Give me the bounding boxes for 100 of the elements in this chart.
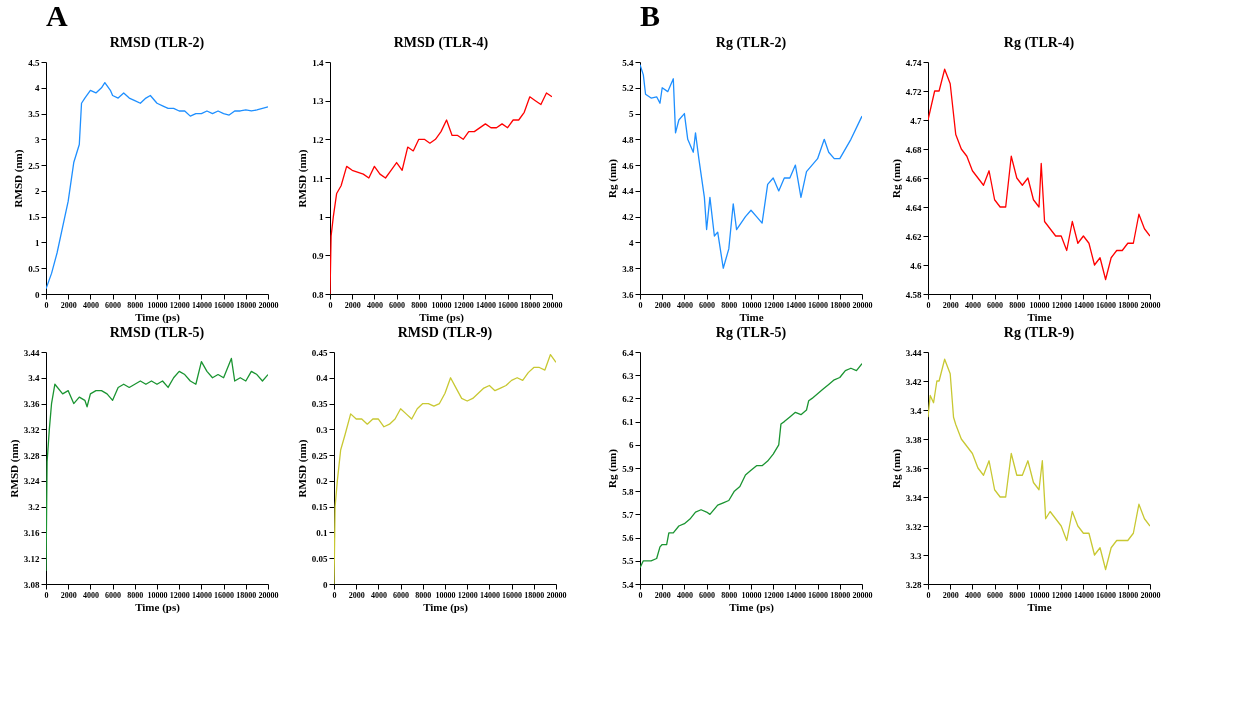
y-tick-label: 5	[629, 109, 634, 120]
x-tick-label: 12000	[169, 300, 190, 310]
x-axis-title: Time (ps)	[135, 600, 181, 614]
y-tick-label: 3.44	[23, 347, 40, 358]
y-tick-label: 6.4	[622, 347, 634, 358]
x-tick-label: 14000	[1073, 300, 1094, 310]
x-tick-label: 20000	[852, 300, 873, 310]
x-axis-title: Time	[739, 310, 764, 323]
x-tick-label: 20000	[258, 300, 279, 310]
y-tick-label: 3.28	[23, 450, 40, 461]
y-axis-title: Rg (nm)	[606, 448, 620, 488]
y-tick-label: 0.5	[28, 263, 40, 274]
x-tick-label: 16000	[1096, 590, 1117, 600]
x-tick-label: 8000	[127, 590, 144, 600]
y-tick-label: 5.4	[622, 579, 634, 590]
x-tick-label: 4000	[366, 300, 383, 310]
x-tick-label: 20000	[852, 590, 873, 600]
y-tick-label: 1	[35, 237, 40, 248]
y-tick-label: 4.62	[905, 231, 922, 242]
x-axis-title: Time (ps)	[423, 600, 469, 614]
y-tick-label: 1.5	[28, 212, 40, 223]
y-tick-label: 5.6	[622, 533, 634, 544]
x-tick-label: 2000	[60, 300, 77, 310]
x-tick-label: 18000	[236, 590, 257, 600]
line-series	[640, 63, 862, 269]
x-tick-label: 12000	[457, 590, 478, 600]
chart-title: RMSD (TLR-4)	[393, 35, 489, 51]
x-tick-label: 0	[44, 300, 49, 310]
y-tick-label: 3.42	[905, 376, 922, 387]
x-tick-label: 8000	[721, 590, 738, 600]
x-tick-label: 12000	[1051, 300, 1072, 310]
y-tick-label: 3.4	[28, 373, 40, 384]
y-tick-label: 2	[35, 186, 40, 197]
chart-title: Rg (TLR-2)	[715, 35, 787, 51]
chart-title: Rg (TLR-4)	[1003, 35, 1075, 51]
x-tick-label: 0	[332, 590, 337, 600]
x-axis-title: Time (ps)	[729, 600, 775, 614]
y-tick-label: 4	[35, 83, 40, 94]
chart-title: Rg (TLR-5)	[715, 325, 787, 341]
y-tick-label: 3.2	[28, 502, 40, 513]
y-tick-label: 4.8	[622, 134, 634, 145]
x-tick-label: 2000	[60, 590, 77, 600]
y-tick-label: 1.1	[312, 173, 324, 184]
y-tick-label: 5.5	[622, 556, 634, 567]
line-series	[46, 357, 268, 572]
y-tick-label: 5.7	[622, 509, 634, 520]
x-tick-label: 18000	[830, 590, 851, 600]
y-tick-label: 5.9	[622, 463, 634, 474]
line-series	[928, 68, 1150, 281]
x-tick-label: 12000	[169, 590, 190, 600]
y-axis-title: Rg (nm)	[889, 448, 903, 488]
x-tick-label: 18000	[520, 300, 541, 310]
y-tick-label: 1.3	[312, 96, 324, 107]
x-tick-label: 8000	[1009, 300, 1026, 310]
y-tick-label: 6.3	[622, 370, 634, 381]
x-tick-label: 8000	[415, 590, 432, 600]
y-tick-label: 3.36	[23, 399, 40, 410]
x-tick-label: 14000	[479, 590, 500, 600]
y-tick-label: 0.4	[316, 373, 328, 384]
y-tick-label: 0.2	[316, 476, 328, 487]
x-tick-label: 2000	[344, 300, 361, 310]
x-tick-label: 4000	[82, 300, 99, 310]
x-tick-label: 4000	[676, 300, 693, 310]
line-series	[46, 81, 268, 290]
x-tick-label: 0	[926, 300, 931, 310]
x-tick-label: 2000	[348, 590, 365, 600]
y-tick-label: 5.8	[622, 486, 634, 497]
y-tick-label: 4.2	[622, 212, 634, 223]
y-tick-label: 5.2	[622, 83, 634, 94]
y-tick-label: 4.64	[905, 202, 922, 213]
y-tick-label: 3	[35, 134, 40, 145]
y-tick-label: 0.25	[311, 450, 328, 461]
x-tick-label: 10000	[1029, 300, 1050, 310]
x-tick-label: 6000	[699, 590, 716, 600]
x-tick-label: 18000	[1118, 300, 1139, 310]
x-tick-label: 4000	[82, 590, 99, 600]
x-tick-label: 20000	[1140, 300, 1161, 310]
text: A	[46, 0, 68, 32]
x-tick-label: 18000	[236, 300, 257, 310]
x-tick-label: 16000	[214, 590, 235, 600]
x-tick-label: 2000	[654, 590, 671, 600]
y-tick-label: 0.8	[312, 289, 324, 300]
y-axis-title: RMSD (nm)	[295, 439, 309, 498]
y-tick-label: 1	[319, 212, 324, 223]
x-tick-label: 18000	[1118, 590, 1139, 600]
y-tick-label: 0	[35, 289, 40, 300]
y-tick-label: 4.6	[622, 160, 634, 171]
x-tick-label: 14000	[785, 300, 806, 310]
text: B	[640, 0, 661, 32]
x-tick-label: 8000	[127, 300, 144, 310]
x-tick-label: 2000	[942, 590, 959, 600]
x-tick-label: 10000	[147, 300, 168, 310]
x-tick-label: 14000	[191, 300, 212, 310]
y-tick-label: 1.4	[312, 57, 324, 68]
y-tick-label: 6	[629, 440, 634, 451]
y-tick-label: 0.9	[312, 250, 324, 261]
chart-title: RMSD (TLR-9)	[397, 325, 493, 341]
y-tick-label: 3.08	[23, 579, 40, 590]
y-tick-label: 6.2	[622, 393, 634, 404]
y-tick-label: 3.34	[905, 492, 922, 503]
